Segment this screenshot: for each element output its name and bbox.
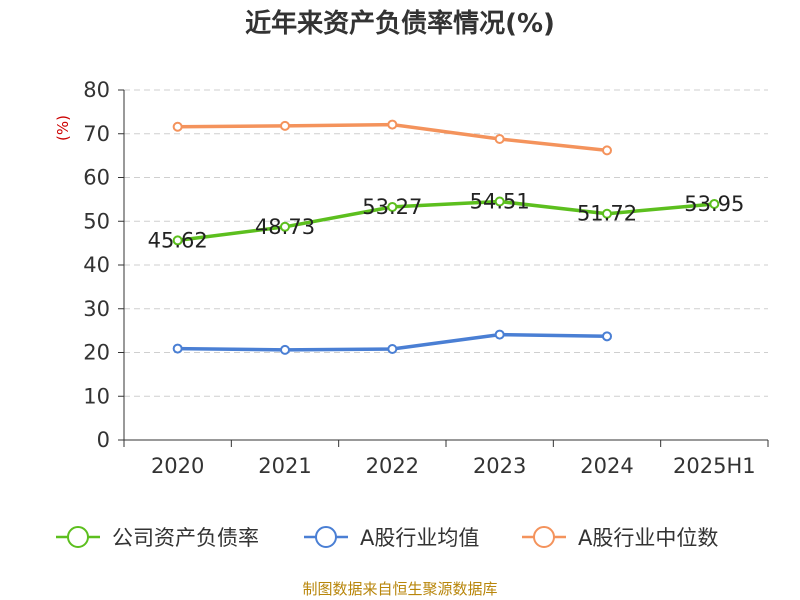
series-point-1 [494,329,505,340]
x-tick-label: 2022 [366,454,419,478]
legend-item-1: A股行业均值 [304,526,479,550]
series-point-0 [494,196,505,207]
y-tick-label: 50 [83,209,110,233]
y-tick-label: 10 [83,384,110,408]
data-label: 48.73 [255,215,315,239]
series-point-2 [387,119,398,130]
legend-marker [315,526,337,548]
series-point-0 [602,208,612,219]
x-tick-label: 2024 [580,454,633,478]
y-tick-label: 0 [97,428,110,452]
x-tick-label: 2025H1 [673,454,756,478]
series-point-1 [280,344,290,355]
data-label: 53.95 [684,192,744,216]
series-point-2 [280,120,290,131]
data-label: 53.27 [362,195,422,219]
series-point-0 [387,201,398,212]
y-tick-label: 70 [83,122,110,146]
grid-layer [124,89,768,397]
legend-marker [533,526,555,548]
x-tick-label: 2020 [151,454,204,478]
data-label-layer: 45.62 48.73 53.27 54.51 51.72 53.95 [148,190,745,253]
chart-title: 近年来资产负债率情况(%) [245,8,555,39]
series-point-0 [709,198,720,209]
y-tick-label: 60 [83,166,110,190]
series-point-2 [602,145,612,156]
y-tick-label: 40 [83,253,110,277]
series-line-0 [177,199,715,243]
series-point-1 [172,343,183,354]
y-tick-label: 80 [83,78,110,102]
y-axis-label: (%) [54,115,72,141]
data-label: 45.62 [148,228,208,252]
series-layer [172,119,720,355]
series-point-0 [172,235,183,246]
series-point-1 [387,344,398,354]
legend-marker [67,526,89,548]
data-label: 54.51 [470,190,530,214]
y-tick-label: 20 [83,341,110,365]
x-tick-label: 2023 [473,454,526,478]
data-label: 51.72 [577,202,637,226]
legend-label: 公司资产负债率 [112,526,259,550]
axis-layer: 0 10 20 30 40 50 60 70 80 2020 2021 2022 2023 2024 202… [83,78,769,478]
series-point-2 [172,121,183,132]
y-tick-label: 30 [83,297,110,321]
series-point-1 [602,331,612,342]
x-tick-label: 2021 [258,454,311,478]
source-note: 制图数据来自恒生聚源数据库 [302,580,497,598]
legend-label: A股行业中位数 [578,526,718,550]
legend-label: A股行业均值 [360,526,479,550]
legend: 公司资产负债率 A股行业均值 A股行业中位数 [56,526,718,550]
series-point-2 [494,134,505,144]
legend-item-2: A股行业中位数 [522,526,718,550]
legend-item-0: 公司资产负债率 [56,526,259,550]
series-point-0 [280,221,290,232]
